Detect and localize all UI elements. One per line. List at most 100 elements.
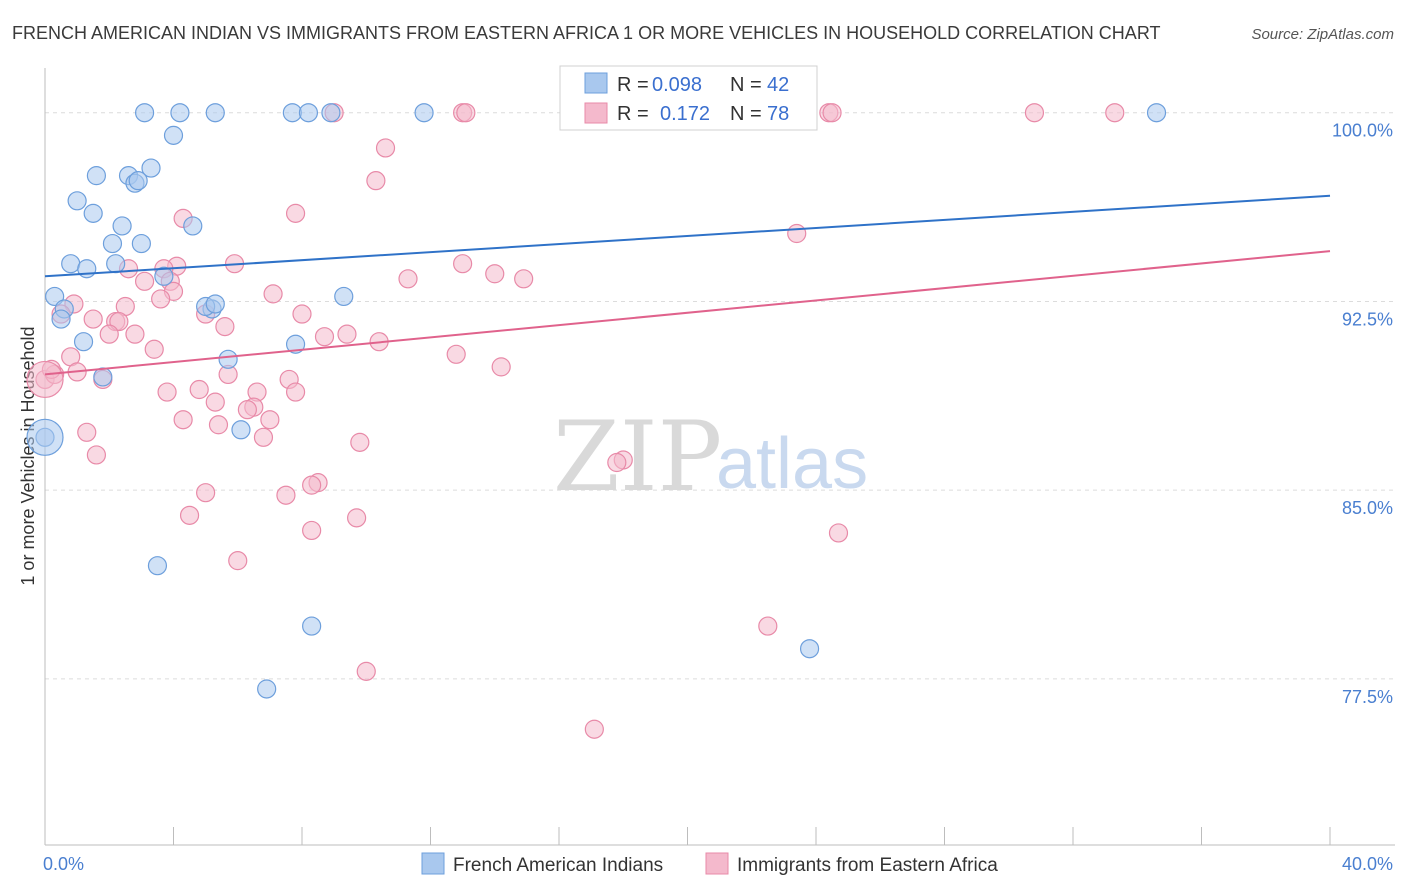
pink-point [285,203,306,223]
pink-point [292,304,312,324]
legend-n-label-pink: N = [730,103,762,125]
pink-point [485,264,505,284]
blue-point [134,103,155,123]
legend-n-value-blue: 42 [767,74,789,96]
pink-point [822,103,842,123]
x-tick-label-1: 40.0% [1342,854,1393,874]
blue-point [83,203,103,223]
blue-point [302,616,322,636]
pink-point [276,485,296,505]
watermark-zip: ZIP [553,401,722,513]
pink-point [607,452,627,473]
pink-point [173,410,193,430]
pink-point [228,551,248,571]
axes [44,68,1395,846]
blue-point [73,332,94,352]
pink-point [215,317,235,337]
bottom-legend-label-pink: Immigrants from Eastern Africa [737,855,998,876]
blue-point [1146,103,1167,123]
pink-point [1105,103,1125,123]
chart-source: Source: ZipAtlas.com [1251,26,1394,43]
pink-point [491,357,511,377]
trend-line-pink [44,250,1331,376]
pink-point [787,223,807,244]
blue-point [102,233,123,254]
pink-point [514,269,534,289]
pink-point [144,339,164,359]
pink-point [260,410,280,430]
y-tick-labels: 100.0% 92.5% 85.0% 77.5% [1332,121,1393,707]
blue-point [106,254,126,274]
pink-point [253,427,274,447]
y-tick-label-2: 85.0% [1342,498,1393,518]
blue-point [128,171,148,191]
blue-point [183,216,203,236]
pink-point [179,505,200,525]
y-tick-label-0: 100.0% [1332,121,1393,141]
stats-legend: R = 0.098 N = 42 R = 0.172 N = 78 [559,65,818,131]
blue-large-point [26,418,64,456]
blue-point [205,294,225,314]
pink-point [302,520,322,541]
pink-point [584,719,604,739]
pink-point [263,284,283,304]
pink-point [134,271,155,291]
pink-point [125,324,145,344]
legend-swatch-blue [584,72,608,94]
bottom-legend-swatch-blue [421,852,445,875]
pink-large-point [26,360,64,399]
legend-r-value-pink: 0.172 [660,103,710,125]
series-legend: French American Indians Immigrants from … [421,852,998,876]
blue-point [218,349,238,369]
bottom-legend-swatch-pink [705,852,729,875]
blue-point [298,103,319,123]
trend-lines [44,194,1331,376]
legend-r-label-pink: R = [617,103,649,125]
pink-point [347,508,367,528]
pink-point [77,422,97,442]
blue-point [799,639,820,659]
pink-point [366,171,386,191]
legend-n-value-pink: 78 [767,103,789,125]
legend-r-label-blue: R = [617,74,649,96]
watermark-atlas: atlas [716,424,868,504]
blue-point [112,216,132,236]
blue-point [163,125,184,145]
pink-point [189,379,209,400]
pink-point [285,382,306,402]
pink-point [398,269,418,289]
y-tick-label-3: 77.5% [1342,687,1393,707]
pink-point [196,483,216,503]
pink-point [205,392,225,412]
blue-point [67,191,87,211]
x-tick-label-0: 0.0% [43,854,84,874]
pink-point [453,254,473,274]
blue-point [257,679,277,699]
blue-point [205,103,225,123]
y-tick-label-1: 92.5% [1342,309,1393,329]
legend-r-value-blue: 0.098 [652,74,702,96]
blue-point [285,334,306,354]
blue-point [61,254,81,274]
pink-point [446,344,466,364]
pink-point [828,523,849,543]
pink-point [151,289,171,309]
pink-point [208,415,229,435]
gridlines [45,112,1395,680]
blue-point [231,420,251,440]
pink-point [356,661,376,681]
pink-point [314,327,335,347]
pink-point [456,103,476,123]
pink-point [302,475,322,495]
pink-point [83,309,103,329]
blue-point [170,103,190,123]
pink-point [86,445,107,465]
blue-point [51,309,71,329]
trend-line-blue [44,194,1331,278]
chart-title: FRENCH AMERICAN INDIAN VS IMMIGRANTS FRO… [12,23,1160,43]
blue-point [282,103,302,123]
blue-point [93,367,113,387]
blue-point [334,286,354,307]
pink-point [375,138,396,158]
